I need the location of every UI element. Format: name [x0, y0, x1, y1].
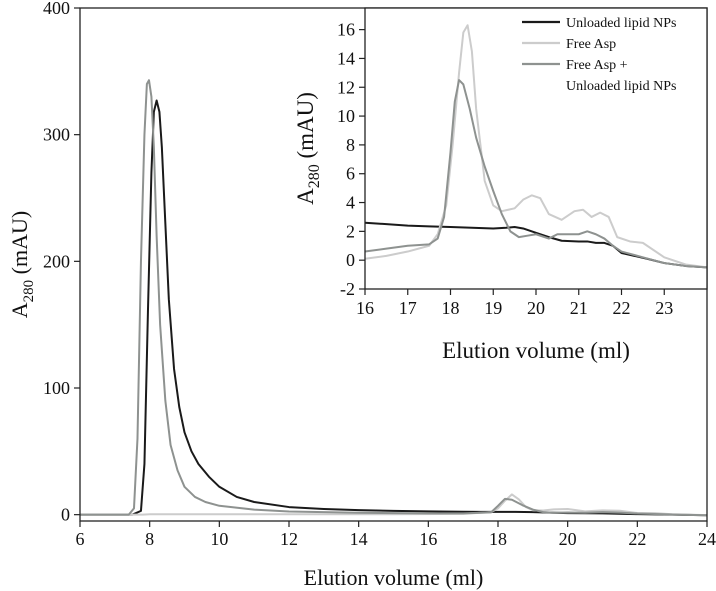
- main-y-axis-title-suffix: (mAU): [7, 211, 32, 280]
- inset-y-tick-label: 8: [346, 135, 355, 155]
- inset-x-tick-label: 20: [527, 298, 545, 318]
- main-y-tick-label: 0: [61, 505, 70, 525]
- inset-y-tick-label: -2: [340, 279, 355, 299]
- inset-y-tick-label: 4: [346, 193, 355, 213]
- inset-x-tick-label: 17: [399, 298, 417, 318]
- inset-legend: Unloaded lipid NPs Free Asp Free Asp + Unlo…: [522, 16, 676, 94]
- inset-y-tick-label: 10: [337, 106, 355, 126]
- inset-y-axis-title-prefix: A: [293, 188, 318, 205]
- main-x-tick-label: 22: [628, 529, 646, 549]
- inset-x-tick-label: 19: [484, 298, 502, 318]
- main-y-tick-label: 400: [43, 0, 70, 18]
- inset-x-tick-label: 21: [570, 298, 588, 318]
- inset-series-line-2: [364, 24, 708, 269]
- inset-y-tick-label: 16: [337, 20, 355, 40]
- inset-y-tick-label: 14: [337, 48, 355, 68]
- inset-x-tick-label: 16: [356, 298, 374, 318]
- main-y-axis-title-sub: 280: [21, 280, 37, 303]
- inset-y-tick-label: 2: [346, 221, 355, 241]
- main-x-tick-label: 10: [210, 529, 228, 549]
- main-x-tick-label: 20: [559, 529, 577, 549]
- main-y-axis-title: A280 (mAU): [7, 211, 37, 318]
- legend-label-1: Unloaded lipid NPs: [566, 16, 676, 31]
- main-x-tick-label: 16: [419, 529, 437, 549]
- inset-x-axis-title: Elution volume (ml): [442, 338, 630, 363]
- main-x-tick-label: 12: [280, 529, 298, 549]
- legend-label-3: Free Asp +: [566, 58, 628, 73]
- main-x-tick-label: 8: [145, 529, 154, 549]
- inset-y-axis-title: A280 (mAU): [293, 92, 323, 205]
- main-x-tick-label: 6: [76, 529, 85, 549]
- inset-y-tick-label: 0: [346, 250, 355, 270]
- legend-label-2: Free Asp: [566, 37, 616, 52]
- inset-x-tick-label: 22: [613, 298, 631, 318]
- inset-y-tick-label: 6: [346, 164, 355, 184]
- inset-y-tick-label: 12: [337, 77, 355, 97]
- main-x-tick-label: 18: [489, 529, 507, 549]
- main-series-line-1: [80, 99, 708, 517]
- main-series-line-3: [80, 79, 708, 517]
- inset-background: [365, 8, 707, 289]
- inset-x-tick-label: 18: [442, 298, 460, 318]
- inset-y-axis-title-sub: 280: [306, 164, 323, 188]
- inset-x-tick-label: 23: [655, 298, 673, 318]
- legend-label-3: Unloaded lipid NPs: [566, 79, 676, 94]
- inset-chart: 16 17 18 19 20 21 22 23 -2 0 2 4 6 8 10 12 14 16 Elution v…: [293, 7, 708, 363]
- main-y-tick-label: 100: [43, 378, 70, 398]
- main-x-tick-label: 24: [698, 529, 716, 549]
- main-y-axis-title-prefix: A: [7, 302, 32, 318]
- main-y-tick-label: 300: [43, 125, 70, 145]
- inset-y-axis-title-suffix: (mAU): [293, 92, 318, 164]
- main-y-tick-label: 200: [43, 251, 70, 271]
- inset-series-line-3: [364, 79, 708, 269]
- main-x-axis-title: Elution volume (ml): [304, 565, 484, 590]
- main-x-tick-label: 14: [350, 529, 368, 549]
